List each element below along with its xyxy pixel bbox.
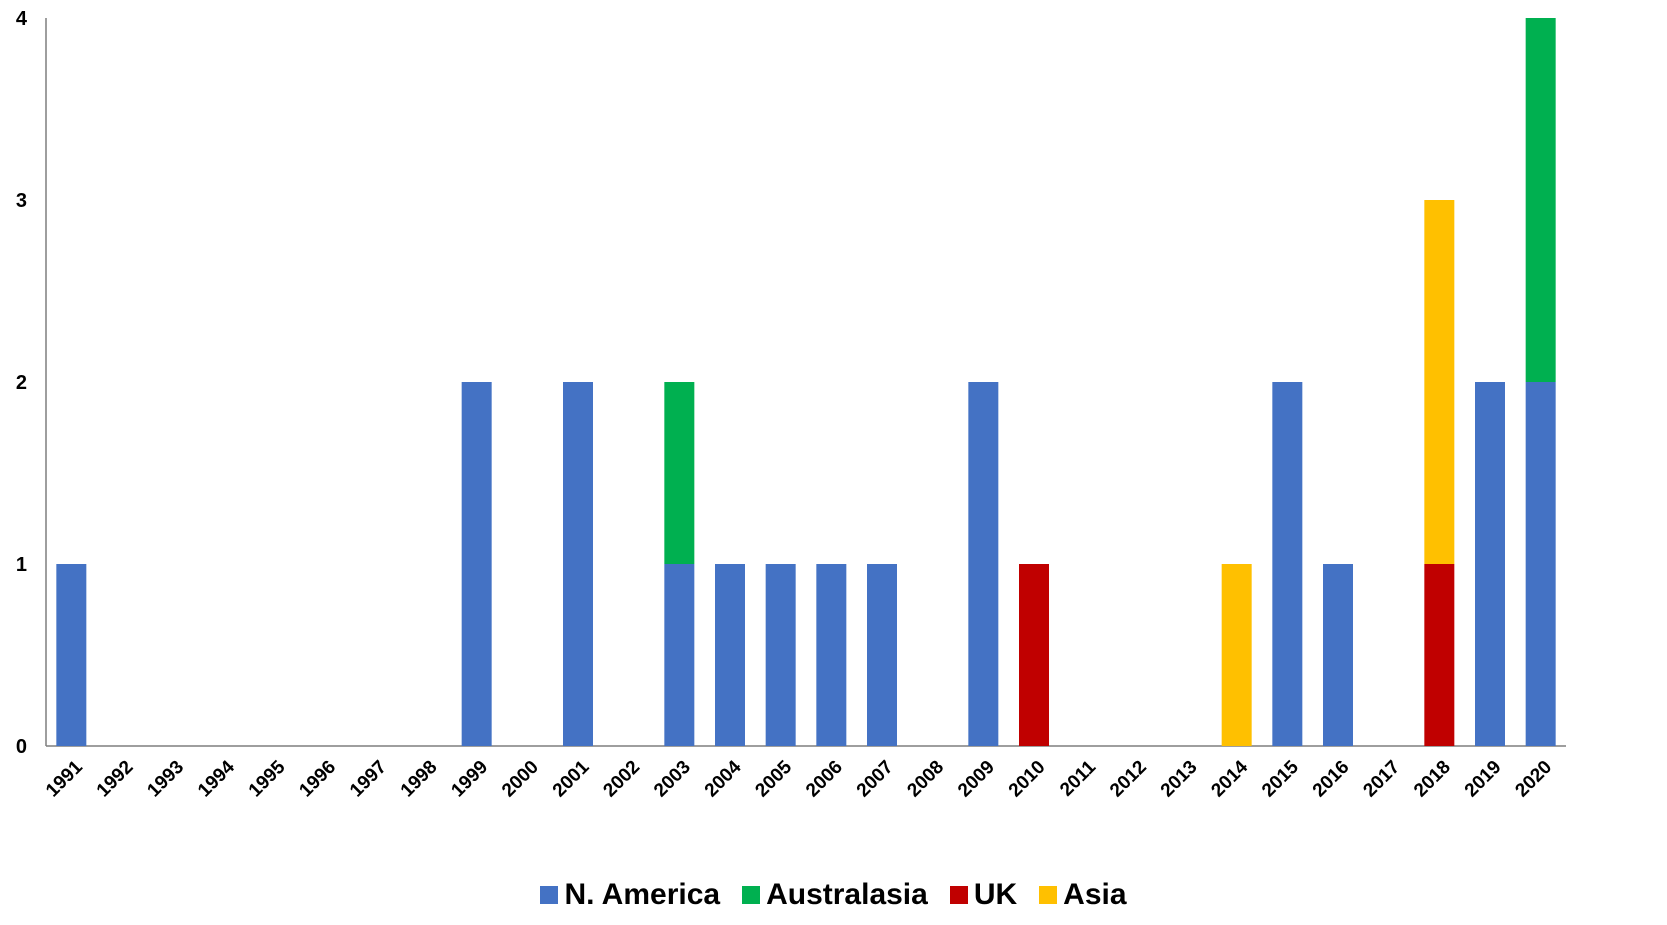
bar-n-america-2005 [765, 564, 796, 746]
bar-australasia-2020 [1525, 18, 1556, 382]
bar-n-america-2003 [664, 564, 695, 746]
legend-item: Asia [1039, 878, 1127, 912]
x-tick-label: 1999 [447, 757, 492, 802]
legend-swatch [1039, 886, 1058, 904]
bar-n-america-2015 [1272, 382, 1303, 746]
x-tick-label: 2018 [1410, 757, 1455, 802]
bar-uk-2018 [1424, 564, 1455, 746]
x-tick-label: 1994 [194, 756, 239, 801]
bar-asia-2014 [1221, 564, 1252, 746]
bar-n-america-1991 [56, 564, 87, 746]
x-tick-label: 1997 [346, 757, 391, 802]
bar-n-america-2009 [968, 382, 999, 746]
y-tick-label: 1 [16, 554, 27, 576]
x-tick-label: 2008 [903, 757, 948, 802]
x-tick-label: 2013 [1157, 757, 1202, 802]
bar-n-america-2016 [1323, 564, 1353, 746]
x-tick-label: 2016 [1309, 757, 1354, 802]
x-tick-label: 2000 [498, 757, 543, 802]
x-tick-label: 2019 [1461, 757, 1506, 802]
legend-swatch [742, 886, 761, 904]
y-tick-label: 0 [16, 736, 27, 758]
y-tick-label: 2 [16, 372, 27, 394]
bar-n-america-2001 [563, 382, 593, 746]
x-tick-label: 2012 [1106, 757, 1151, 802]
bar-n-america-2004 [715, 564, 745, 746]
bar-n-america-2020 [1525, 382, 1556, 746]
legend-item: N. America [540, 878, 720, 912]
legend-label: UK [973, 878, 1018, 911]
bar-australasia-2003 [664, 382, 695, 564]
legend: N. America Australasia UK Asia [0, 878, 1667, 912]
x-tick-label: 1991 [42, 756, 87, 801]
x-tick-label: 2009 [954, 757, 999, 802]
x-tick-label: 1993 [143, 757, 188, 802]
legend-label: Asia [1063, 878, 1127, 911]
x-tick-label: 2015 [1258, 756, 1303, 801]
x-tick-label: 2004 [701, 756, 746, 801]
x-tick-label: 2010 [1005, 757, 1050, 802]
x-tick-label: 2020 [1511, 757, 1556, 802]
bar-n-america-2007 [867, 564, 897, 746]
y-tick-label: 3 [16, 190, 27, 212]
x-tick-label: 2014 [1207, 756, 1252, 801]
bar-uk-2010 [1019, 564, 1049, 746]
x-tick-label: 2006 [802, 757, 847, 802]
x-tick-label: 1998 [397, 757, 442, 802]
legend-swatch [949, 886, 968, 904]
bar-asia-2018 [1424, 200, 1455, 564]
bar-n-america-2019 [1475, 382, 1505, 746]
stacked-bar-chart: 0 1 2 3 4 1991 1992 1993 1994 1995 1996 1997 1998 199… [16, 8, 1566, 802]
x-tick-label: 2017 [1359, 757, 1404, 802]
x-tick-label: 2011 [1056, 756, 1100, 800]
legend-item: UK [949, 878, 1018, 912]
bar-n-america-2006 [816, 564, 847, 746]
legend-label: Australasia [766, 878, 928, 911]
x-tick-label: 2003 [650, 757, 695, 802]
legend-label: N. America [564, 878, 721, 911]
x-tick-label: 2005 [751, 756, 796, 801]
bar-n-america-1999 [461, 382, 492, 746]
legend-swatch [540, 886, 559, 904]
x-tick-label: 1996 [295, 757, 340, 802]
x-tick-label: 2002 [599, 757, 644, 802]
x-tick-label: 2001 [549, 756, 594, 801]
legend-item: Australasia [742, 878, 928, 912]
y-tick-label: 4 [16, 8, 28, 30]
x-tick-label: 1992 [93, 757, 138, 802]
x-tick-label: 1995 [245, 756, 290, 801]
x-tick-label: 2007 [853, 757, 898, 802]
